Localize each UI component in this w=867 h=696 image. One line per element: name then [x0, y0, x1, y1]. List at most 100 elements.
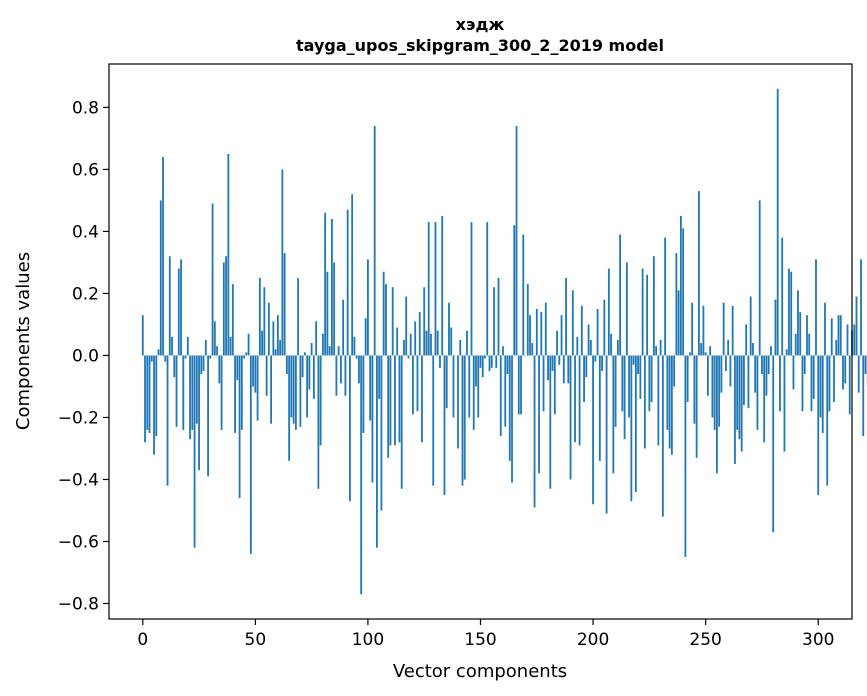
- bar-component-73: [306, 355, 309, 418]
- bar-component-125: [423, 287, 426, 356]
- bar-component-155: [490, 355, 493, 368]
- bar-component-86: [335, 355, 338, 396]
- bar-component-109: [387, 355, 390, 458]
- bar-component-287: [788, 268, 790, 356]
- bar-component-101: [369, 355, 372, 421]
- bar-component-291: [797, 290, 799, 356]
- y-axis-label: Components values: [13, 252, 34, 430]
- bar-component-249: [702, 305, 705, 356]
- bar-component-197: [585, 355, 588, 378]
- bar-component-239: [679, 215, 682, 356]
- bar-component-167: [517, 355, 520, 415]
- bar-component-251: [707, 355, 709, 396]
- bar-component-100: [367, 259, 369, 356]
- bar-component-150: [479, 355, 482, 368]
- bar-component-108: [385, 284, 387, 356]
- chart-title-line-2: tayga_upos_skipgram_300_2_2019 model: [296, 36, 664, 55]
- bar-component-57: [270, 355, 273, 424]
- x-axis-label: Vector components: [393, 661, 567, 682]
- bar-component-279: [770, 346, 772, 356]
- bar-component-192: [574, 355, 576, 443]
- bar-component-121: [414, 321, 417, 356]
- bar-component-259: [725, 355, 727, 371]
- bar-component-89: [342, 299, 345, 356]
- bar-component-1: [144, 355, 146, 443]
- bar-component-29: [207, 355, 209, 477]
- bar-component-58: [272, 321, 275, 356]
- bar-component-227: [652, 256, 655, 356]
- bar-component-261: [729, 355, 732, 387]
- bar-component-199: [589, 339, 592, 356]
- bar-component-201: [594, 355, 597, 362]
- bar-component-160: [502, 346, 504, 356]
- bar-component-302: [821, 355, 824, 433]
- bar-component-6: [155, 355, 158, 437]
- bar-component-14: [173, 355, 176, 378]
- bar-component-250: [704, 352, 707, 356]
- bar-component-230: [659, 339, 662, 356]
- bar-component-99: [364, 318, 367, 356]
- bar-component-303: [824, 302, 826, 356]
- bar-component-72: [303, 352, 306, 356]
- bar-component-137: [450, 327, 453, 356]
- bar-component-28: [204, 339, 207, 356]
- bar-component-252: [709, 346, 712, 356]
- bar-component-82: [326, 271, 329, 356]
- bar-component-5: [153, 355, 155, 455]
- bar-component-71: [301, 355, 304, 378]
- x-tick-label: 50: [245, 630, 267, 650]
- bar-component-208: [610, 333, 612, 356]
- bar-component-236: [673, 355, 676, 387]
- bar-component-321: [864, 355, 867, 375]
- bar-component-0: [141, 315, 144, 356]
- bar-component-39: [229, 336, 232, 356]
- bar-component-231: [661, 355, 664, 517]
- bar-component-274: [758, 200, 761, 356]
- bar-component-262: [731, 305, 734, 356]
- bar-component-102: [371, 355, 374, 483]
- y-tick-label: 0.2: [72, 284, 99, 304]
- bar-component-171: [526, 284, 529, 356]
- bar-component-311: [842, 355, 844, 390]
- bar-component-35: [220, 355, 223, 430]
- bar-component-271: [752, 343, 754, 356]
- bar-component-69: [297, 277, 300, 356]
- bar-component-42: [236, 355, 239, 381]
- bar-component-206: [605, 355, 608, 514]
- bar-component-157: [495, 355, 498, 368]
- bar-component-203: [598, 355, 601, 461]
- bar-component-52: [258, 277, 261, 356]
- bar-component-276: [763, 355, 766, 443]
- bar-component-45: [243, 355, 245, 359]
- bar-component-193: [576, 336, 579, 356]
- bar-component-286: [785, 349, 788, 356]
- bar-component-248: [700, 343, 703, 356]
- bar-component-280: [772, 355, 775, 533]
- bar-component-258: [722, 302, 725, 356]
- bar-component-133: [441, 215, 444, 356]
- bar-component-142: [461, 355, 464, 486]
- bar-component-266: [740, 355, 743, 452]
- bar-component-2: [146, 355, 149, 430]
- bar-component-3: [148, 355, 151, 433]
- bar-component-313: [846, 324, 849, 356]
- bar-component-138: [452, 355, 455, 418]
- bar-component-140: [457, 355, 459, 449]
- bar-component-256: [718, 355, 721, 427]
- bar-component-66: [290, 355, 293, 418]
- bar-component-94: [353, 336, 356, 356]
- bar-component-176: [538, 355, 540, 474]
- bar-component-36: [222, 262, 225, 356]
- bar-component-173: [531, 343, 534, 356]
- bar-component-211: [616, 339, 619, 356]
- bar-component-185: [558, 355, 561, 365]
- bar-component-296: [808, 333, 811, 356]
- bar-component-281: [774, 299, 777, 356]
- bar-component-27: [202, 355, 205, 371]
- bar-component-126: [425, 330, 428, 356]
- bar-component-54: [263, 287, 266, 356]
- bar-component-217: [630, 355, 633, 502]
- bar-component-76: [312, 355, 315, 399]
- bar-component-257: [720, 355, 723, 393]
- bar-component-242: [686, 355, 689, 402]
